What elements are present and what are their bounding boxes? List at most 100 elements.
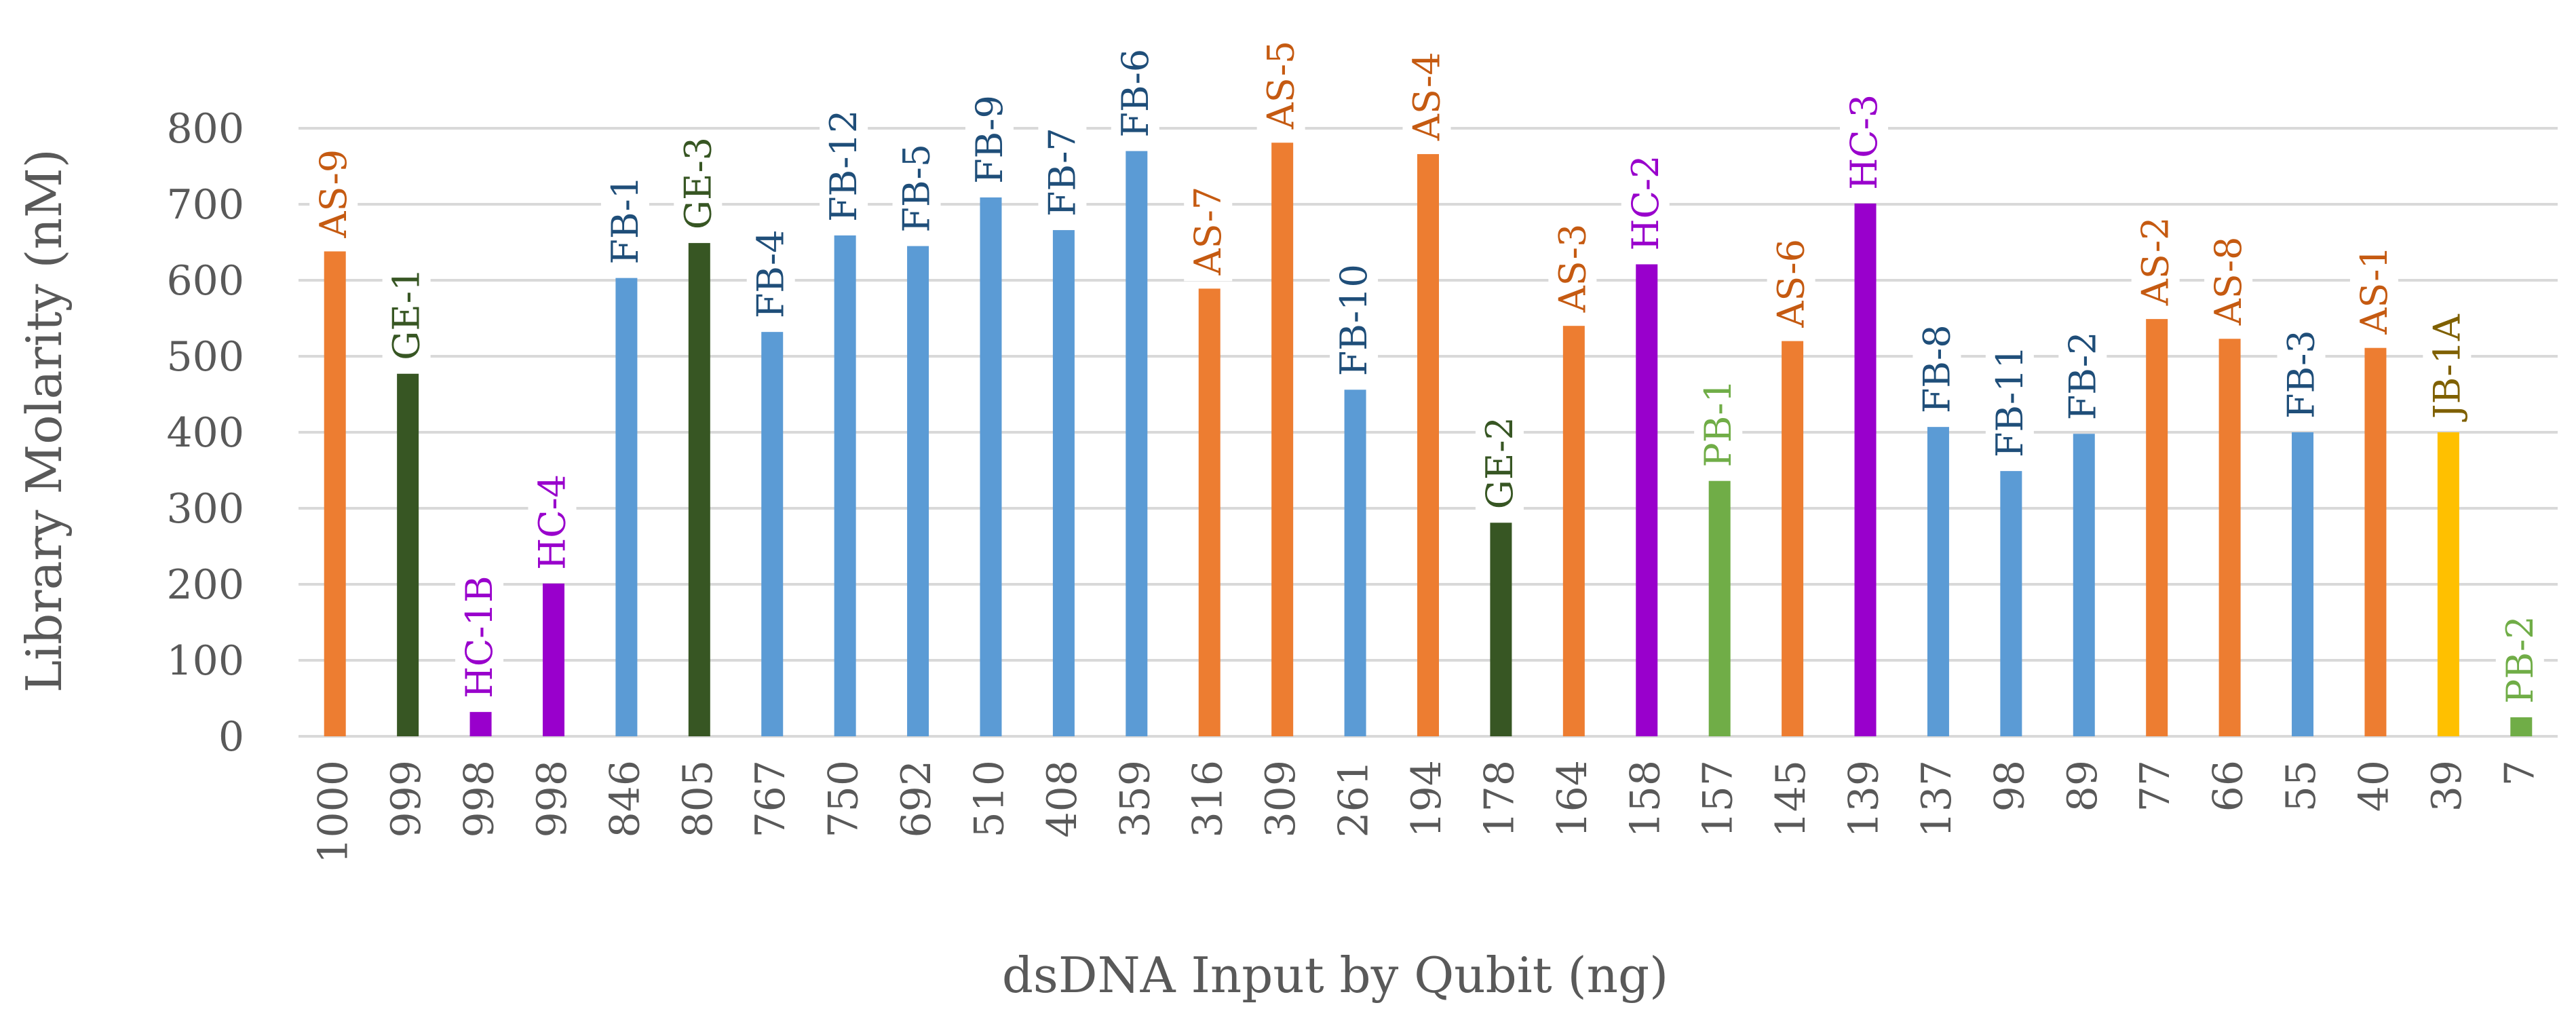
- data-label-text: AS-2: [2134, 217, 2177, 307]
- x-tick-label: 158: [1621, 760, 1669, 838]
- bar-fb-3: [2292, 432, 2314, 736]
- data-label-background: [1548, 218, 1597, 319]
- bar-ge-2: [1490, 523, 1512, 736]
- data-label-background: [1767, 233, 1815, 334]
- data-label-text: AS-9: [312, 149, 355, 239]
- data-label-text: FB-5: [896, 144, 938, 233]
- y-tick-label: 500: [166, 333, 244, 381]
- y-tick-label: 100: [166, 637, 244, 685]
- data-label-as-6: AS-6: [1767, 233, 1815, 334]
- bar-as-5: [1271, 143, 1294, 736]
- y-tick-label: 800: [166, 105, 244, 153]
- data-label-background: [1256, 35, 1305, 136]
- data-label-background: [2131, 211, 2180, 312]
- data-label-as-2: AS-2: [2131, 211, 2180, 312]
- bar-as-1: [2364, 347, 2387, 736]
- x-tick-label: 194: [1403, 760, 1450, 838]
- data-label-ge-2: GE-2: [1475, 411, 1524, 515]
- x-tick-label: 7: [2496, 760, 2543, 786]
- data-label-background: [309, 143, 358, 244]
- data-label-text: HC-3: [1843, 94, 1885, 190]
- data-label-text: FB-7: [1041, 128, 1083, 216]
- x-tick-label: 805: [674, 760, 722, 838]
- data-label-text: AS-7: [1187, 187, 1229, 276]
- bar-hc-2: [1636, 264, 1658, 737]
- data-label-text: FB-9: [968, 95, 1011, 184]
- data-label-as-4: AS-4: [1402, 46, 1451, 147]
- data-label-text: GE-2: [1478, 417, 1521, 509]
- bars: [324, 143, 2533, 737]
- data-label-background: [1840, 88, 1889, 195]
- y-tick-label: 0: [218, 713, 244, 761]
- x-tick-label: 261: [1330, 760, 1378, 838]
- bar-as-4: [1417, 154, 1439, 736]
- data-label-fb-8: FB-8: [1912, 319, 1961, 419]
- bar-fb-1: [615, 278, 638, 736]
- data-label-hc-1b: HC-1B: [455, 570, 504, 704]
- data-label-background: [820, 104, 868, 227]
- data-label-as-1: AS-1: [2349, 240, 2398, 341]
- x-tick-label: 39: [2423, 760, 2471, 812]
- data-label-background: [1985, 339, 2034, 463]
- bar-pb-2: [2510, 717, 2533, 736]
- x-tick-label: 145: [1767, 760, 1815, 838]
- data-label-background: [1402, 46, 1451, 147]
- x-tick-label: 178: [1476, 760, 1523, 838]
- x-tick-label: 137: [1913, 760, 1961, 838]
- data-label-text: AS-8: [2207, 237, 2250, 326]
- data-label-text: FB-11: [1988, 345, 2031, 457]
- data-label-background: [455, 570, 504, 704]
- bar-hc-3: [1854, 203, 1877, 736]
- data-label-fb-10: FB-10: [1330, 259, 1379, 382]
- data-label-jb-1a: JB-1A: [2423, 308, 2472, 428]
- x-axis-ticks: 1000 999 998 998 846 805 767 750 692 510 408 359 316…: [310, 760, 2544, 864]
- bar-as-3: [1562, 326, 1585, 736]
- data-label-background: [892, 138, 941, 238]
- x-tick-label: 999: [383, 760, 430, 838]
- bar-fb-9: [980, 197, 1002, 736]
- data-label-pb-1: PB-1: [1694, 374, 1743, 473]
- data-label-background: [1038, 122, 1087, 223]
- y-tick-label: 200: [166, 561, 244, 609]
- data-label-background: [1330, 259, 1379, 382]
- data-label-fb-7: FB-7: [1038, 122, 1087, 223]
- bar-pb-1: [1708, 480, 1731, 736]
- y-tick-label: 600: [166, 257, 244, 305]
- bar-fb-2: [2073, 434, 2095, 736]
- x-tick-label: 139: [1841, 760, 1888, 838]
- data-label-text: HC-4: [531, 474, 573, 570]
- y-axis-ticks: 0 100 200 300 400 500 600 700 800: [166, 105, 244, 761]
- data-label-as-9: AS-9: [309, 143, 358, 244]
- data-label-text: AS-1: [2353, 246, 2396, 335]
- data-label-text: FB-2: [2061, 331, 2104, 420]
- bar-ge-1: [397, 373, 419, 736]
- x-tick-label: 157: [1695, 760, 1742, 838]
- bar-fb-4: [761, 332, 784, 736]
- data-label-fb-4: FB-4: [746, 224, 795, 324]
- data-label-background: [2277, 324, 2326, 424]
- x-tick-label: 767: [747, 760, 794, 838]
- data-label-background: [965, 90, 1014, 189]
- data-label-background: [600, 170, 649, 270]
- data-label-background: [1694, 374, 1743, 473]
- data-label-hc-2: HC-2: [1621, 149, 1670, 257]
- bar-as-7: [1198, 288, 1220, 736]
- data-label-background: [1621, 149, 1670, 257]
- x-tick-label: 98: [1986, 760, 2033, 812]
- x-axis-title: dsDNA Input by Qubit (ng): [1002, 947, 1668, 1004]
- x-tick-label: 692: [893, 760, 940, 838]
- data-label-fb-9: FB-9: [965, 90, 1014, 189]
- bar-fb-11: [2000, 471, 2022, 736]
- data-label-ge-3: GE-3: [674, 131, 723, 235]
- x-tick-label: 408: [1039, 760, 1086, 838]
- bar-fb-8: [1927, 427, 1949, 736]
- data-label-background: [1912, 319, 1961, 419]
- bar-as-8: [2218, 339, 2241, 736]
- data-label-fb-2: FB-2: [2058, 326, 2107, 426]
- data-label-background: [1184, 181, 1233, 282]
- data-label-as-5: AS-5: [1256, 35, 1305, 136]
- data-label-text: FB-8: [1915, 324, 1958, 413]
- bar-hc-1b: [469, 712, 492, 736]
